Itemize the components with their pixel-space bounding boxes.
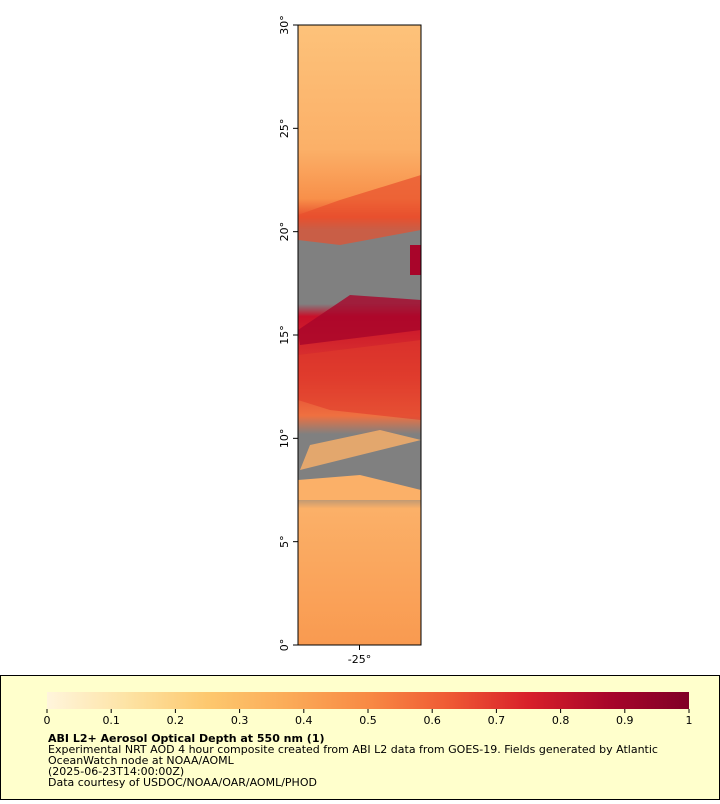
lat-tick-label: 20° [278,222,291,242]
lat-tick-label: 30° [278,15,291,35]
colorbar-tick-label: 0.9 [616,714,634,727]
legend-line: Data courtesy of USDOC/NOAA/OAR/AOML/PHO… [48,776,317,789]
colorbar: 0 0.1 0.2 0.3 0.4 0.5 0.6 0.7 0.8 0.9 1 [44,692,693,727]
colorbar-tick-label: 0.2 [167,714,185,727]
legend-line: Experimental NRT AOD 4 hour composite cr… [48,743,658,756]
colorbar-tick-label: 0.7 [488,714,506,727]
map-image [297,24,422,646]
map-axes: 0° 5° 10° 15° 20° 25° 30° -25° [278,15,371,666]
colorbar-ramp [47,692,689,709]
colorbar-tick-label: 1 [686,714,693,727]
colorbar-tick-label: 0.4 [295,714,313,727]
colorbar-tick-label: 0.3 [231,714,249,727]
lat-tick-label: 15° [278,325,291,345]
legend-line: OceanWatch node at NOAA/AOML [48,754,235,767]
legend-title: ABI L2+ Aerosol Optical Depth at 550 nm … [48,732,325,745]
lat-tick-label: 25° [278,119,291,139]
lat-tick-label: 5° [278,535,291,548]
colorbar-tick-label: 0 [44,714,51,727]
lon-tick-label: -25° [348,653,371,666]
lat-tick-label: 10° [278,429,291,449]
colorbar-tick-label: 0.8 [552,714,570,727]
colorbar-tick-label: 0.1 [102,714,120,727]
lat-tick-label: 0° [278,639,291,652]
legend-line: (2025-06-23T14:00:00Z) [48,765,184,778]
colorbar-tick-label: 0.6 [423,714,441,727]
colorbar-tick-label: 0.5 [359,714,377,727]
